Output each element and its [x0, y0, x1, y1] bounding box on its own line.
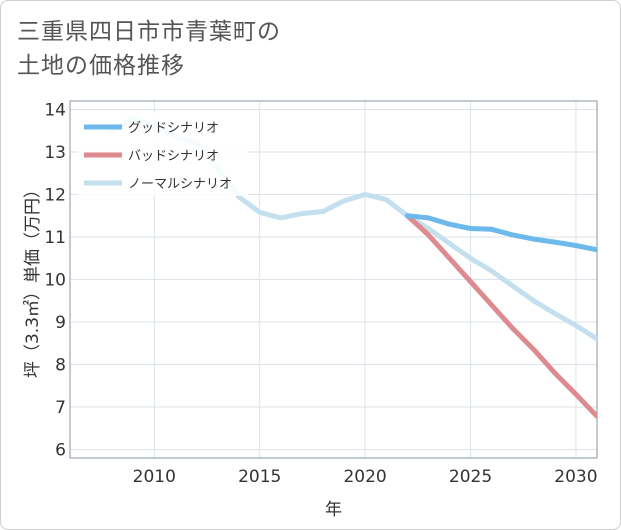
x-tick-label: 2015: [238, 467, 281, 487]
y-tick-label: 7: [55, 398, 66, 418]
y-tick-label: 6: [55, 441, 66, 461]
legend-label: バッドシナリオ: [128, 149, 219, 164]
chart-title-line-2: 土地の価格推移: [17, 53, 185, 79]
y-tick-label: 14: [44, 101, 66, 121]
series-line-1: [404, 213, 597, 253]
x-tick-label: 2010: [133, 467, 176, 487]
y-tick-label: 12: [44, 186, 66, 206]
y-axis-title: 坪（3.3㎡）単価（万円）: [23, 181, 43, 378]
legend-label: ノーマルシナリオ: [128, 177, 232, 192]
y-tick-label: 8: [55, 356, 66, 376]
chart-title: 三重県四日市市青葉町の 土地の価格推移: [17, 15, 281, 83]
x-axis-title: 年: [325, 500, 342, 520]
x-tick-label: 2020: [343, 467, 386, 487]
legend-label: グッドシナリオ: [128, 121, 219, 136]
plot-frame: [69, 100, 598, 459]
y-tick-label: 11: [44, 228, 66, 248]
x-tick-label: 2030: [554, 467, 597, 487]
y-tick-label: 10: [44, 271, 66, 291]
series-line-2: [404, 213, 597, 419]
y-tick-label: 13: [44, 143, 66, 163]
x-tick-label: 2025: [449, 467, 492, 487]
chart-title-line-1: 三重県四日市市青葉町の: [17, 19, 281, 45]
y-tick-label: 9: [55, 313, 66, 333]
